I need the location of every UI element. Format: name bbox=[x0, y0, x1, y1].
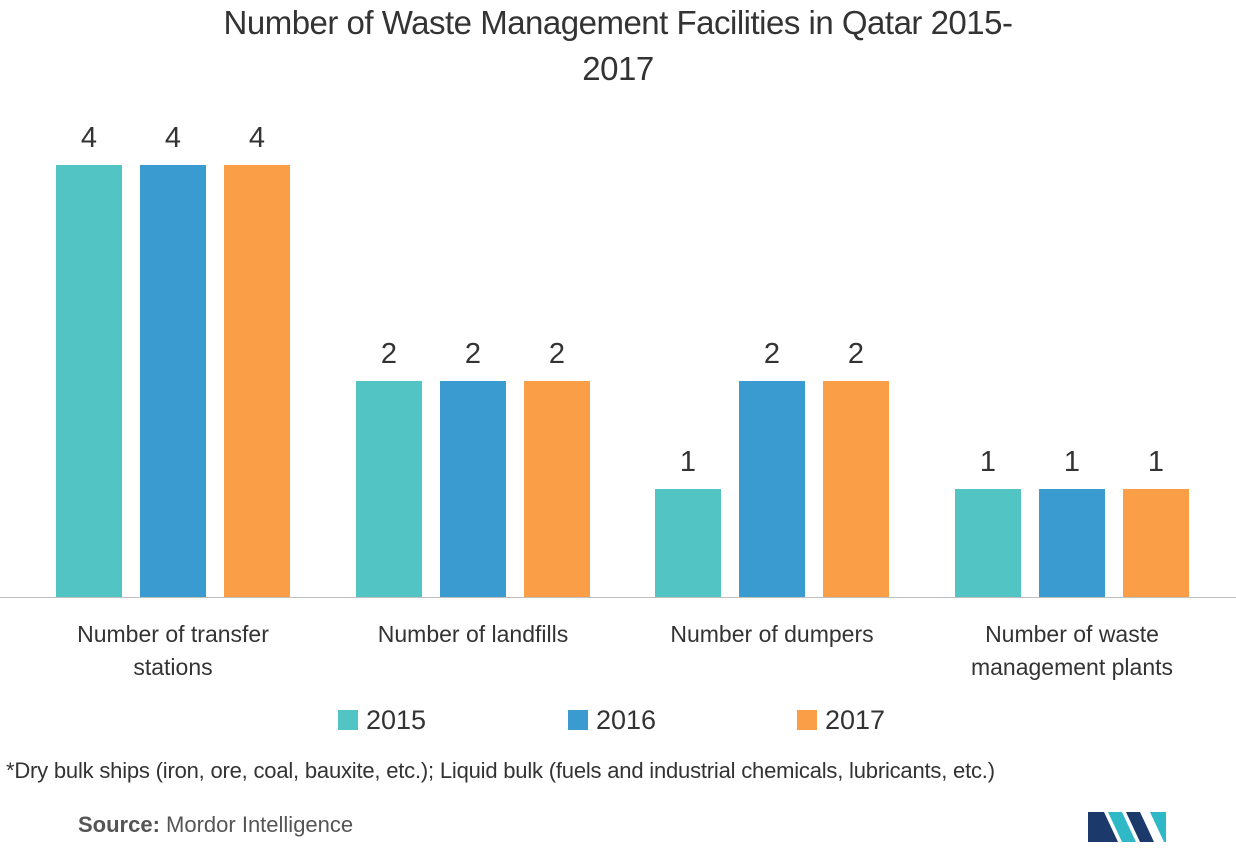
category-label: management plants bbox=[971, 654, 1173, 680]
category-label: Number of landfills bbox=[378, 621, 568, 647]
legend-swatch bbox=[797, 710, 817, 730]
data-label: 2 bbox=[848, 338, 864, 370]
legend-item: 2016 bbox=[568, 700, 656, 740]
data-label: 4 bbox=[249, 122, 265, 154]
footnote: *Dry bulk ships (iron, ore, coal, bauxit… bbox=[6, 758, 995, 783]
legend-item: 2015 bbox=[338, 700, 426, 740]
legend-label: 2016 bbox=[596, 704, 657, 735]
legend-label: 2017 bbox=[825, 704, 886, 735]
data-label: 2 bbox=[381, 338, 397, 370]
source-note: Source: Mordor Intelligence bbox=[78, 812, 353, 838]
data-label: 1 bbox=[1064, 446, 1080, 478]
legend-label: 2015 bbox=[366, 704, 427, 735]
mordor-intelligence-logo-icon bbox=[1088, 812, 1166, 842]
bar bbox=[955, 489, 1021, 597]
data-label: 1 bbox=[680, 446, 696, 478]
category-label: Number of dumpers bbox=[670, 621, 873, 647]
category-label: Number of waste bbox=[985, 621, 1159, 647]
bar bbox=[140, 165, 206, 597]
bar bbox=[440, 381, 506, 597]
chart-title-line-1: Number of Waste Management Facilities in… bbox=[223, 4, 1013, 41]
legend: 2015 2016 2017 bbox=[0, 700, 1236, 740]
source-label: Source: bbox=[78, 812, 160, 837]
bar bbox=[224, 165, 290, 597]
data-label: 2 bbox=[549, 338, 565, 370]
chart-title: Number of Waste Management Facilities in… bbox=[0, 0, 1236, 98]
bar bbox=[739, 381, 805, 597]
data-label: 2 bbox=[764, 338, 780, 370]
chart-title-line-2: 2017 bbox=[582, 50, 654, 87]
bar-chart: 4 4 4 Number of transfer stations 2 2 2 Number o… bbox=[0, 122, 1236, 680]
category-label: Number of transfer bbox=[77, 621, 269, 647]
data-label: 4 bbox=[165, 122, 181, 154]
legend-swatch bbox=[338, 710, 358, 730]
bar bbox=[1123, 489, 1189, 597]
data-label: 1 bbox=[1148, 446, 1164, 478]
bar bbox=[823, 381, 889, 597]
legend-swatch bbox=[568, 710, 588, 730]
category-label: stations bbox=[133, 654, 212, 680]
legend-item: 2017 bbox=[797, 700, 885, 740]
bar bbox=[655, 489, 721, 597]
bar bbox=[1039, 489, 1105, 597]
data-label: 4 bbox=[81, 122, 97, 154]
data-label: 1 bbox=[980, 446, 996, 478]
data-label: 2 bbox=[465, 338, 481, 370]
bar bbox=[524, 381, 590, 597]
bar bbox=[356, 381, 422, 597]
source-value: Mordor Intelligence bbox=[159, 812, 354, 837]
bar bbox=[56, 165, 122, 597]
